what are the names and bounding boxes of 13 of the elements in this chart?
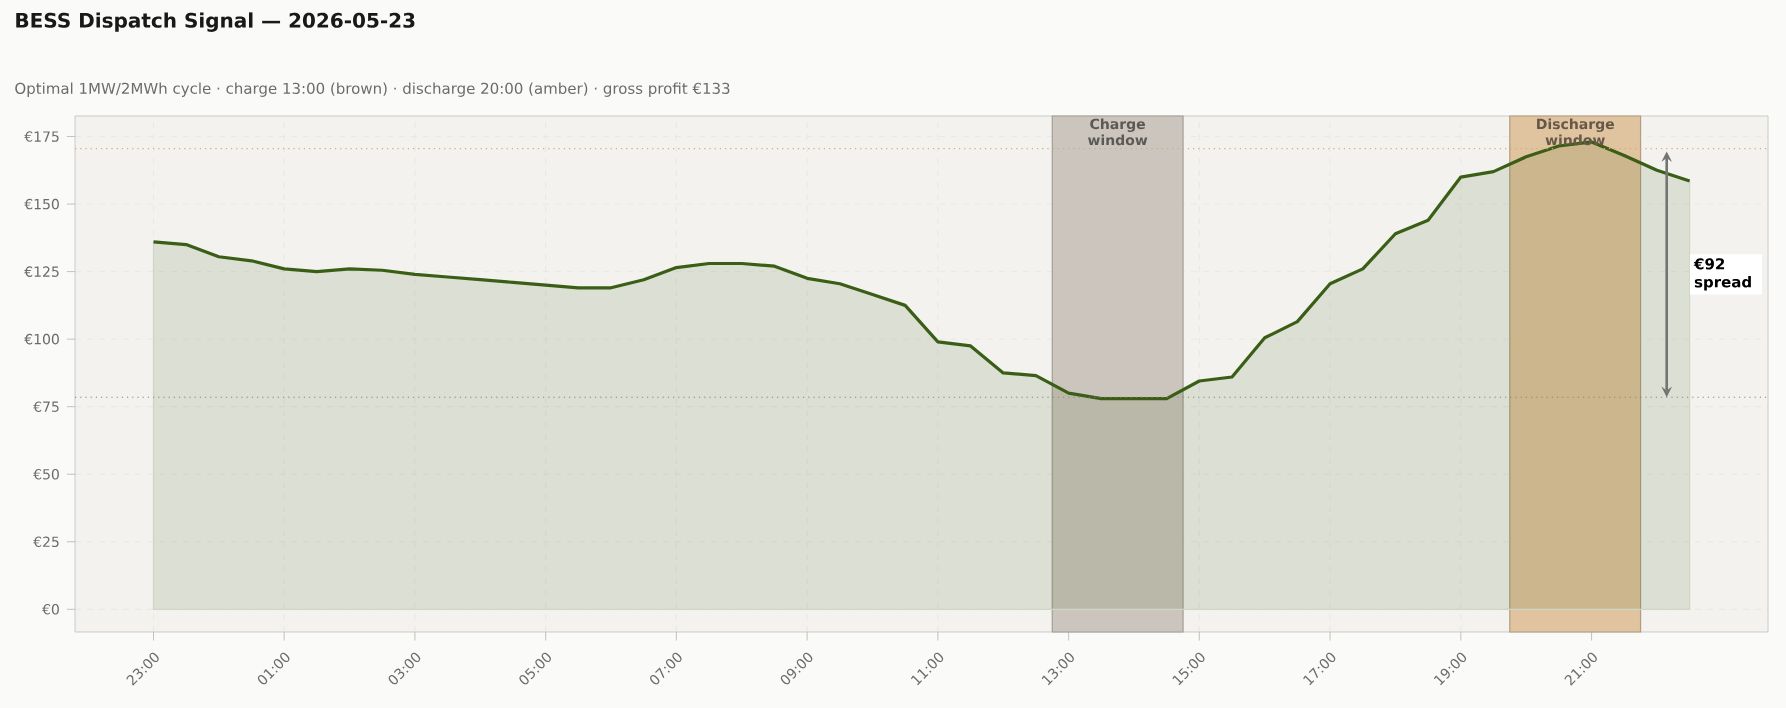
y-tick-label: €75 <box>33 401 59 412</box>
y-tick-label: €125 <box>24 266 59 277</box>
y-tick-label: €100 <box>24 333 59 345</box>
y-tick-label: €0 <box>42 604 59 615</box>
band-label: Discharge window <box>1537 118 1614 146</box>
annotation: €92 spread <box>1693 258 1751 291</box>
chart-title: BESS Dispatch Signal — 2026-05-23 <box>16 12 415 32</box>
y-tick-label: €50 <box>33 468 59 480</box>
y-tick-label: €150 <box>24 198 59 210</box>
band-label: Charge window <box>1087 118 1148 146</box>
chart-subtitle: Optimal 1MW/2MWh cycle · charge 13:00 (brown) · discharge 20:00 (amber) · gross profit €133 <box>15 82 730 97</box>
y-tick-label: €175 <box>24 131 59 142</box>
y-tick-label: €25 <box>33 536 59 548</box>
